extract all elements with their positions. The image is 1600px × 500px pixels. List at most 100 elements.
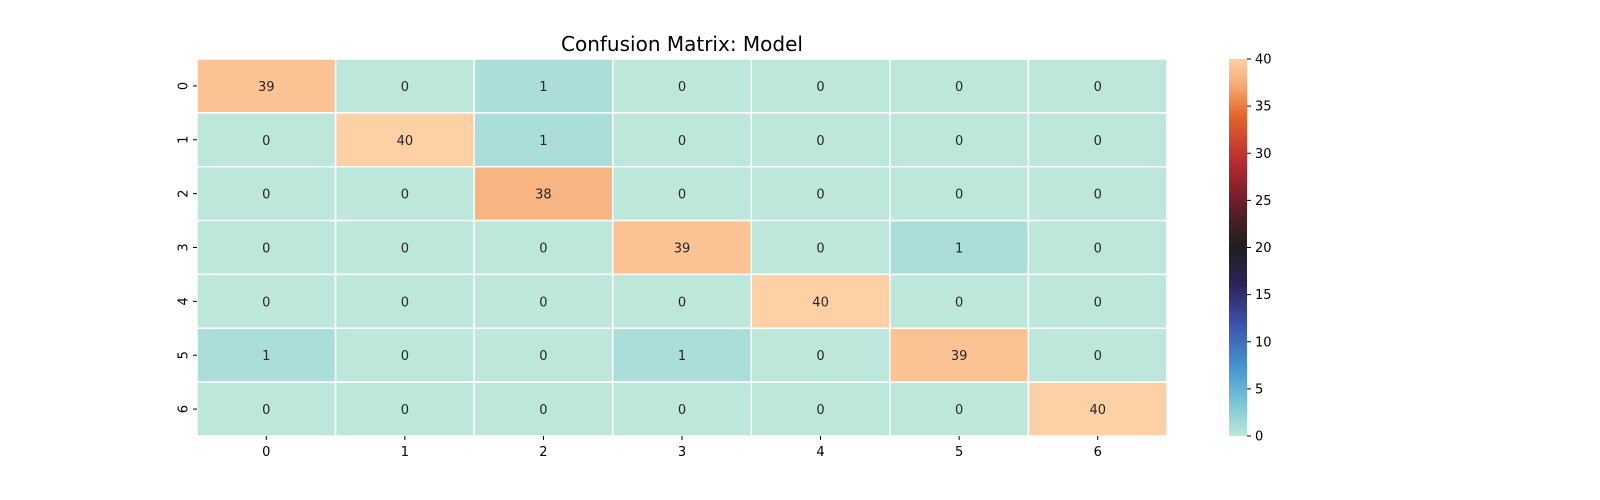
y-tick-label: 0 bbox=[177, 82, 192, 90]
cell-value-label: 0 bbox=[401, 188, 409, 203]
colorbar-tick-label: 25 bbox=[1255, 194, 1272, 209]
cell-value-label: 0 bbox=[816, 80, 824, 95]
heatmap-cell bbox=[611, 165, 753, 222]
heatmap-cell bbox=[889, 58, 1030, 114]
cell-value-label: 0 bbox=[955, 403, 963, 418]
cell-value-label: 40 bbox=[1089, 403, 1106, 418]
x-tick-label: 5 bbox=[955, 445, 963, 460]
cell-value-label: 1 bbox=[539, 80, 547, 95]
cell-value-label: 39 bbox=[674, 242, 691, 257]
cell-value-label: 39 bbox=[951, 349, 968, 364]
cell-value-label: 0 bbox=[1094, 349, 1102, 364]
heatmap-cell bbox=[1027, 165, 1168, 222]
y-tick-label: 1 bbox=[177, 136, 192, 144]
cell-value-label: 1 bbox=[678, 349, 686, 364]
heatmap-cell bbox=[196, 58, 337, 114]
x-tick-label: 1 bbox=[401, 445, 409, 460]
cell-value-label: 0 bbox=[539, 403, 547, 418]
cell-value-label: 0 bbox=[955, 188, 963, 203]
cell-value-label: 0 bbox=[401, 80, 409, 95]
cell-value-label: 0 bbox=[816, 188, 824, 203]
chart-title: Confusion Matrix: Model bbox=[561, 32, 803, 56]
heatmap-cell bbox=[889, 381, 1030, 437]
x-tick-label: 3 bbox=[678, 445, 686, 460]
y-axis: 0 1 2 3 4 5 6 bbox=[177, 82, 197, 413]
cell-value-label: 0 bbox=[678, 295, 686, 310]
heatmap-annotations: 39 0 1 0 0 0 0 0 40 1 0 0 0 0 0 0 38 0 0 0 0 0 0 0 39 0 1 0 0 0 0 0 40 0 0… bbox=[258, 80, 1106, 418]
cell-value-label: 0 bbox=[262, 188, 270, 203]
cell-value-label: 0 bbox=[401, 403, 409, 418]
colorbar-tick-label: 30 bbox=[1255, 147, 1272, 162]
cell-value-label: 40 bbox=[812, 295, 829, 310]
cell-value-label: 0 bbox=[401, 295, 409, 310]
x-tick-label: 0 bbox=[262, 445, 270, 460]
cell-value-label: 0 bbox=[678, 403, 686, 418]
heatmap-cell bbox=[196, 219, 337, 276]
heatmap-cell bbox=[473, 112, 614, 168]
colorbar-tick-label: 0 bbox=[1255, 430, 1263, 445]
colorbar-tick-label: 5 bbox=[1255, 382, 1263, 397]
heatmap-cell bbox=[1027, 112, 1168, 168]
colorbar-tick-label: 15 bbox=[1255, 288, 1272, 303]
cell-value-label: 0 bbox=[262, 295, 270, 310]
heatmap-cell bbox=[750, 327, 891, 383]
cell-value-label: 40 bbox=[397, 134, 414, 149]
heatmap-cell bbox=[1027, 381, 1168, 437]
colorbar-gradient bbox=[1229, 59, 1247, 436]
cell-value-label: 0 bbox=[539, 242, 547, 257]
cell-value-label: 0 bbox=[539, 295, 547, 310]
cell-value-label: 0 bbox=[539, 349, 547, 364]
y-tick-label: 5 bbox=[177, 351, 192, 359]
cell-value-label: 0 bbox=[401, 349, 409, 364]
cell-value-label: 1 bbox=[262, 349, 270, 364]
x-tick-label: 2 bbox=[539, 445, 547, 460]
cell-value-label: 0 bbox=[1094, 134, 1102, 149]
cell-value-label: 0 bbox=[955, 295, 963, 310]
cell-value-label: 1 bbox=[539, 134, 547, 149]
cell-value-label: 0 bbox=[816, 134, 824, 149]
x-axis: 0 1 2 3 4 5 6 bbox=[262, 436, 1102, 460]
cell-value-label: 0 bbox=[955, 80, 963, 95]
heatmap-cell bbox=[334, 58, 475, 114]
x-tick-label: 6 bbox=[1094, 445, 1102, 460]
heatmap-cells bbox=[196, 58, 1168, 437]
heatmap-cell bbox=[611, 381, 753, 437]
heatmap-cell bbox=[1027, 327, 1168, 383]
heatmap-cell bbox=[889, 219, 1030, 276]
heatmap-cell bbox=[611, 219, 753, 276]
heatmap-cell bbox=[473, 273, 614, 330]
colorbar-tick-label: 40 bbox=[1255, 53, 1272, 68]
heatmap-cell bbox=[611, 327, 753, 383]
cell-value-label: 39 bbox=[258, 80, 275, 95]
y-tick-label: 4 bbox=[177, 297, 192, 305]
heatmap-cell bbox=[473, 58, 614, 114]
heatmap-cell bbox=[750, 112, 891, 168]
cell-value-label: 0 bbox=[262, 403, 270, 418]
colorbar-tick-label: 10 bbox=[1255, 335, 1272, 350]
colorbar-tick-label: 20 bbox=[1255, 241, 1272, 256]
cell-value-label: 0 bbox=[816, 349, 824, 364]
cell-value-label: 0 bbox=[1094, 242, 1102, 257]
cell-value-label: 0 bbox=[955, 134, 963, 149]
heatmap-cell bbox=[750, 165, 891, 222]
heatmap-cell bbox=[334, 165, 475, 222]
cell-value-label: 0 bbox=[1094, 80, 1102, 95]
cell-value-label: 0 bbox=[678, 188, 686, 203]
cell-value-label: 0 bbox=[678, 80, 686, 95]
heatmap-cell bbox=[334, 219, 475, 276]
y-tick-label: 2 bbox=[177, 190, 192, 198]
cell-value-label: 38 bbox=[535, 188, 552, 203]
heatmap-cell bbox=[1027, 219, 1168, 276]
cell-value-label: 1 bbox=[955, 242, 963, 257]
heatmap-cell bbox=[196, 273, 337, 330]
colorbar: 0 5 10 15 20 25 30 35 40 bbox=[1229, 53, 1272, 445]
cell-value-label: 0 bbox=[816, 403, 824, 418]
cell-value-label: 0 bbox=[1094, 188, 1102, 203]
heatmap-cell bbox=[334, 327, 475, 383]
heatmap-cell bbox=[196, 381, 337, 437]
cell-value-label: 0 bbox=[401, 242, 409, 257]
cell-value-label: 0 bbox=[678, 134, 686, 149]
heatmap-cell bbox=[473, 165, 614, 222]
heatmap-cell bbox=[196, 327, 337, 383]
